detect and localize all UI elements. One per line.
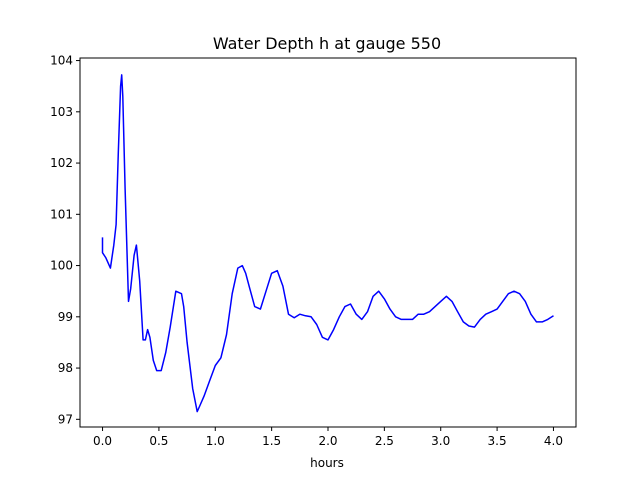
chart-title: Water Depth h at gauge 550 — [213, 34, 441, 53]
x-tick-label: 3.5 — [488, 434, 507, 448]
series-line-0 — [101, 74, 554, 413]
y-tick-label: 99 — [58, 310, 73, 324]
y-tick-label: 97 — [58, 412, 73, 426]
plot-area — [79, 57, 577, 428]
y-tick-label: 104 — [50, 54, 73, 68]
x-tick-label: 2.5 — [375, 434, 394, 448]
x-tick-label: 4.0 — [544, 434, 563, 448]
y-axis: 97 98 99 100 101 102 103 104 — [50, 54, 80, 426]
x-tick-label: 0.5 — [149, 434, 168, 448]
plot-frame — [79, 57, 577, 428]
y-tick-label: 98 — [58, 361, 73, 375]
x-tick-label: 2.0 — [318, 434, 337, 448]
x-axis-label: hours — [310, 456, 344, 470]
y-tick-label: 101 — [50, 207, 73, 221]
y-tick-label: 103 — [50, 105, 73, 119]
y-tick-label: 100 — [50, 259, 73, 273]
x-tick-label: 0.0 — [93, 434, 112, 448]
x-tick-label: 1.5 — [262, 434, 281, 448]
x-tick-label: 3.0 — [431, 434, 450, 448]
x-axis: 0.0 0.5 1.0 1.5 2.0 2.5 3.0 3.5 4.0 — [93, 427, 563, 448]
y-tick-label: 102 — [50, 156, 73, 170]
x-tick-label: 1.0 — [206, 434, 225, 448]
